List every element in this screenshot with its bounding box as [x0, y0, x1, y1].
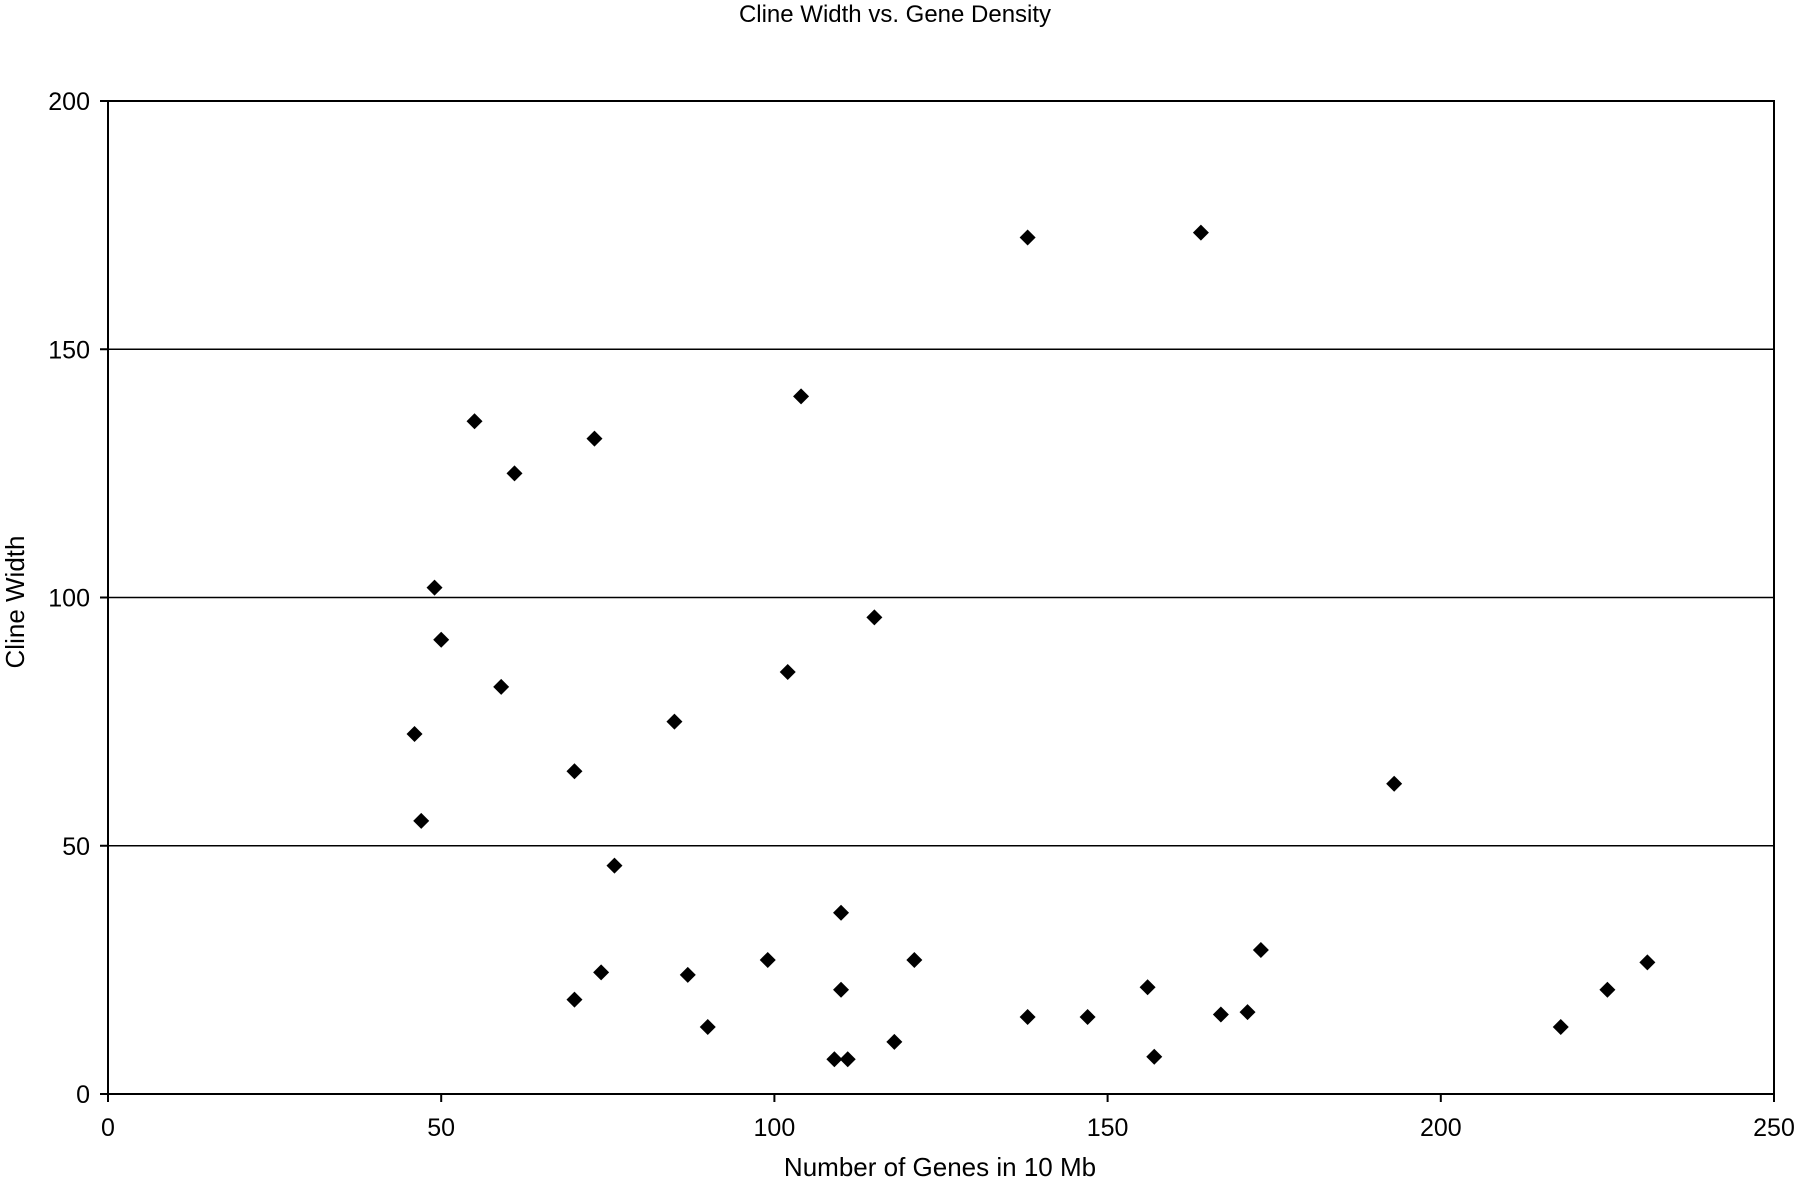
chart-title: Cline Width vs. Gene Density — [739, 1, 1051, 28]
data-point-14 — [699, 1018, 716, 1035]
x-tick-label-150: 150 — [1087, 1114, 1129, 1142]
x-tick-label-250: 250 — [1753, 1114, 1795, 1142]
data-point-24 — [906, 951, 923, 968]
data-point-31 — [1212, 1006, 1229, 1023]
y-tick-label-50: 50 — [62, 833, 90, 861]
data-point-27 — [1079, 1009, 1096, 1026]
y-tick-label-100: 100 — [48, 585, 90, 613]
data-point-25 — [1019, 229, 1036, 246]
y-tick-label-150: 150 — [48, 336, 90, 364]
data-point-22 — [866, 609, 883, 626]
y-axis-label: Cline Width — [0, 536, 30, 669]
data-point-8 — [566, 991, 583, 1008]
data-point-37 — [1639, 954, 1656, 971]
data-point-11 — [606, 857, 623, 874]
data-point-35 — [1552, 1018, 1569, 1035]
data-point-5 — [493, 678, 510, 695]
data-point-0 — [406, 726, 423, 743]
data-point-9 — [586, 430, 603, 447]
data-point-12 — [666, 713, 683, 730]
data-point-36 — [1599, 981, 1616, 998]
data-point-6 — [506, 465, 523, 482]
data-point-16 — [779, 663, 796, 680]
data-point-15 — [759, 951, 776, 968]
data-point-7 — [566, 763, 583, 780]
data-point-23 — [886, 1033, 903, 1050]
axis-ticks: 0 50 100 150 200 0 50 100 150 200 250 — [48, 88, 1795, 1142]
data-point-30 — [1192, 224, 1209, 241]
data-points — [406, 224, 1656, 1068]
data-point-26 — [1019, 1009, 1036, 1026]
x-tick-label-50: 50 — [427, 1114, 455, 1142]
data-point-28 — [1139, 979, 1156, 996]
data-point-1 — [413, 812, 430, 829]
data-point-20 — [833, 981, 850, 998]
data-point-34 — [1386, 775, 1403, 792]
y-tick-label-200: 200 — [48, 88, 90, 116]
data-point-3 — [433, 631, 450, 648]
data-point-33 — [1252, 942, 1269, 959]
data-point-21 — [839, 1051, 856, 1068]
x-tick-label-0: 0 — [101, 1114, 115, 1142]
data-point-4 — [466, 413, 483, 430]
data-point-10 — [593, 964, 610, 981]
gridlines — [108, 348, 1774, 847]
data-point-32 — [1239, 1004, 1256, 1021]
y-tick-label-0: 0 — [76, 1081, 90, 1109]
data-point-18 — [826, 1051, 843, 1068]
x-tick-label-200: 200 — [1420, 1114, 1462, 1142]
data-point-2 — [426, 579, 443, 596]
x-axis-label: Number of Genes in 10 Mb — [784, 1152, 1096, 1182]
data-point-17 — [793, 388, 810, 405]
data-point-13 — [679, 966, 696, 983]
data-point-29 — [1146, 1048, 1163, 1065]
x-tick-label-100: 100 — [754, 1114, 796, 1142]
data-point-19 — [833, 904, 850, 921]
